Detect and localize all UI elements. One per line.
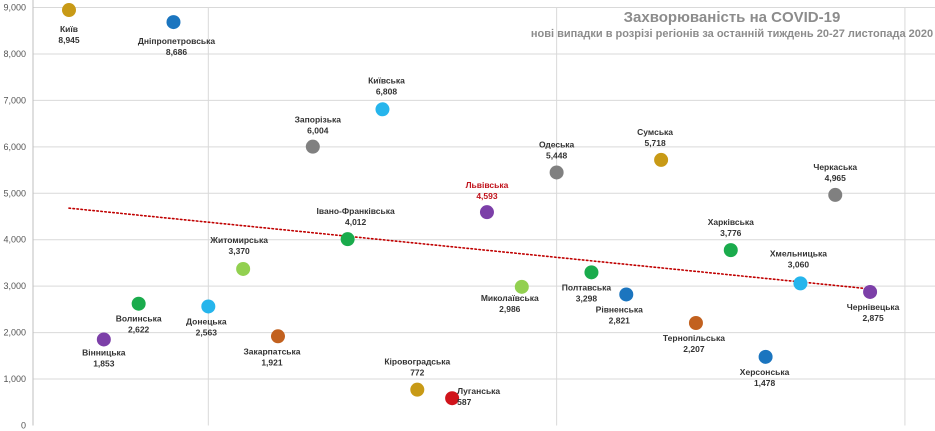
data-point [654,152,669,167]
point-name-label: Івано-Франківська [317,206,396,216]
y-tick-label: 8,000 [3,49,26,59]
point-name-label: Чернівецька [847,302,900,312]
data-point [514,279,529,294]
point-value-label: 2,986 [499,304,521,314]
point-value-label: 772 [410,368,424,378]
point-name-label: Київ [60,24,78,34]
point-name-label: Сумська [637,127,673,137]
point-value-label: 3,298 [576,293,598,303]
point-value-label: 5,448 [546,150,568,160]
point-name-label: Тернопільська [663,333,725,343]
point-value-label: 8,945 [58,35,80,45]
point-value-label: 4,012 [345,217,367,227]
point-value-label: 1,478 [754,378,776,388]
point-value-label: 1,921 [261,357,283,367]
point-name-label: Житомирська [209,235,268,245]
data-points [62,3,878,406]
point-name-label: Закарпатська [243,346,300,356]
y-tick-label: 1,000 [3,374,26,384]
point-value-label: 4,593 [476,191,498,201]
data-point [688,315,703,330]
data-point [828,187,843,202]
point-name-label: Вінницька [82,347,126,357]
data-point [62,3,76,18]
data-point [584,265,599,280]
point-name-label: Полтавська [562,282,612,292]
point-name-label: Харківська [708,217,754,227]
point-name-label: Рівненська [596,304,643,314]
trendline [68,207,871,290]
gridlines [32,0,935,426]
point-value-label: 3,370 [229,246,251,256]
data-point [758,349,773,364]
y-tick-label: 5,000 [3,188,26,198]
point-value-label: 5,718 [644,138,666,148]
point-value-label: 3,060 [788,259,810,269]
data-point [445,391,460,406]
data-point [305,139,320,154]
y-tick-label: 9,000 [3,3,26,13]
y-tick-label: 2,000 [3,328,26,338]
point-value-label: 6,808 [376,86,398,96]
data-point [410,382,425,397]
data-point [375,102,390,117]
y-tick-label: 3,000 [3,281,26,291]
data-point [201,299,216,314]
point-value-label: 1,853 [93,358,115,368]
point-value-label: 4,965 [825,173,847,183]
point-name-label: Запорізька [295,115,342,125]
point-value-label: 2,875 [862,313,884,323]
data-point [96,332,111,347]
point-name-label: Донецька [186,316,227,326]
chart-subtitle: нові випадки в розрізі регіонів за остан… [531,28,933,40]
point-value-label: 6,004 [307,126,329,136]
point-name-label: Львівська [466,180,509,190]
data-point [236,261,251,276]
point-name-label: Херсонська [740,367,790,377]
y-axis-ticks: 0 1,000 2,000 3,000 4,000 5,000 6,000 7,000 8,00… [3,3,26,431]
point-value-label: 8,686 [166,47,188,57]
point-value-label: 2,622 [128,325,150,335]
point-value-label: 2,207 [683,344,705,354]
y-tick-label: 0 [21,421,26,431]
y-tick-label: 7,000 [3,95,26,105]
point-name-label: Дніпропетровська [138,36,216,46]
point-name-label: Кіровоградська [384,357,450,367]
point-name-label: Волинська [116,314,162,324]
data-point [131,296,146,311]
y-tick-label: 6,000 [3,142,26,152]
data-point [619,287,634,302]
data-point [479,205,494,220]
data-point [863,284,878,299]
point-name-label: Черкаська [813,162,857,172]
data-point [270,329,285,344]
data-point [793,276,808,291]
point-value-label: 3,776 [720,228,742,238]
point-name-label: Київська [368,75,405,85]
point-name-label: Луганська [457,386,500,396]
data-point [549,165,564,180]
point-name-label: Одеська [539,139,575,149]
y-tick-label: 4,000 [3,235,26,245]
chart-title: Захворюваність на COVID-19 [624,9,841,26]
point-value-label: 587 [457,397,471,407]
data-point [723,243,738,258]
point-name-label: Миколаївська [481,293,539,303]
data-point [340,232,355,247]
point-value-label: 2,821 [609,315,631,325]
point-name-label: Хмельницька [770,248,827,258]
point-value-label: 2,563 [196,327,218,337]
data-point [166,15,181,30]
